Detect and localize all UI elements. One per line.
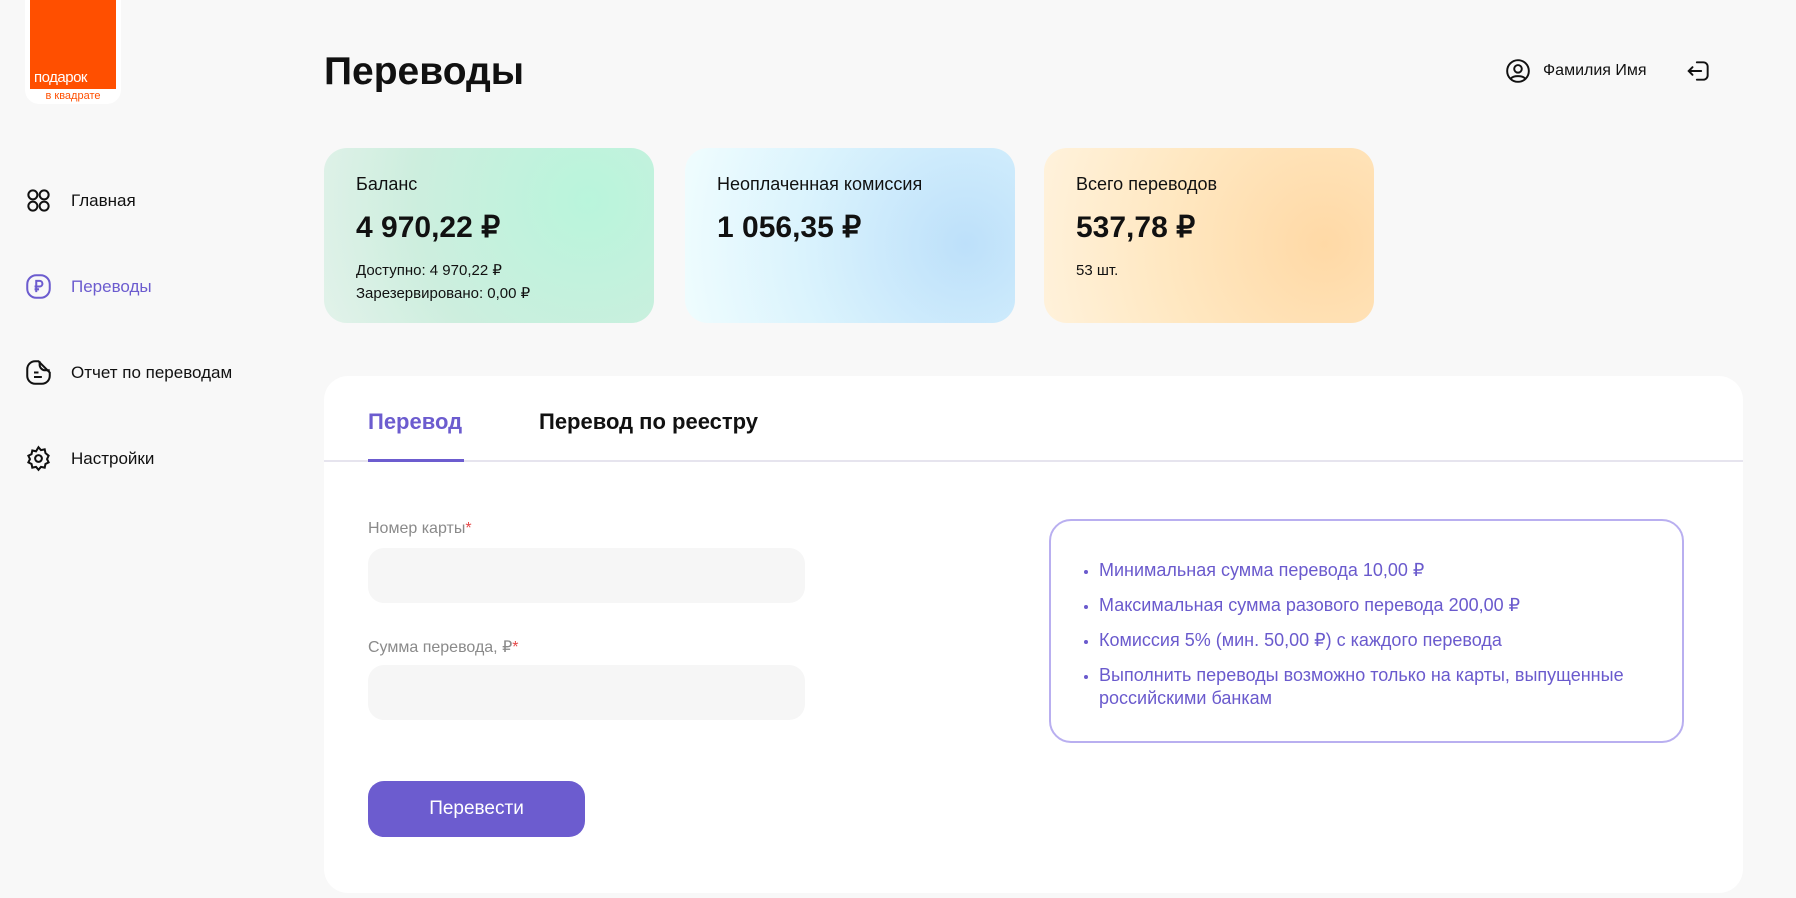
- commission-card: Неоплаченная комиссия 1 056,35 ₽: [685, 148, 1015, 323]
- ruble-icon: [26, 274, 51, 299]
- sidebar-item-label: Переводы: [71, 276, 152, 296]
- card-label: Баланс: [356, 174, 418, 194]
- card-count: 53 шт.: [1076, 262, 1119, 279]
- card-value: 537,78 ₽: [1076, 211, 1196, 244]
- user-name: Фамилия Имя: [1543, 62, 1647, 79]
- required-mark: *: [512, 639, 519, 656]
- sidebar-item-home[interactable]: Главная: [25, 187, 136, 214]
- user-profile[interactable]: Фамилия Имя: [1505, 58, 1647, 84]
- sidebar-item-report[interactable]: Отчет по переводам: [25, 359, 232, 386]
- grid-circles-icon: [27, 189, 50, 212]
- tab-transfer[interactable]: Перевод: [368, 409, 463, 434]
- sidebar-item-label: Главная: [71, 190, 136, 210]
- info-box: Минимальная сумма перевода 10,00 ₽ Макси…: [1049, 519, 1684, 743]
- document-icon: [26, 360, 51, 385]
- page-title: Переводы: [324, 50, 525, 93]
- card-number-label: Номер карты*: [368, 520, 472, 538]
- card-label: Всего переводов: [1076, 174, 1218, 194]
- info-item: Выполнить переводы возможно только на ка…: [1099, 664, 1652, 710]
- total-transfers-card: Всего переводов 537,78 ₽ 53 шт.: [1044, 148, 1374, 323]
- card-reserved: Зарезервировано: 0,00 ₽: [356, 285, 531, 302]
- card-value: 1 056,35 ₽: [717, 211, 862, 244]
- sidebar-item-label: Настройки: [71, 448, 155, 468]
- logout-icon[interactable]: [1686, 58, 1712, 84]
- required-mark: *: [465, 520, 472, 537]
- sidebar-item-label: Отчет по переводам: [71, 362, 233, 382]
- info-item: Комиссия 5% (мин. 50,00 ₽) с каждого пер…: [1099, 629, 1652, 652]
- logo-subtext: в квадрате: [45, 90, 101, 102]
- transfer-button[interactable]: Перевести: [368, 781, 585, 837]
- sidebar-item-transfers[interactable]: Переводы: [25, 273, 152, 300]
- logo[interactable]: подарок в квадрате: [25, 0, 121, 104]
- logo-text: подарок: [34, 69, 87, 86]
- card-number-input[interactable]: [368, 548, 805, 603]
- amount-input[interactable]: [368, 665, 805, 720]
- amount-label: Сумма перевода, ₽*: [368, 637, 518, 657]
- tab-registry-transfer[interactable]: Перевод по реестру: [539, 409, 759, 434]
- label-text: Сумма перевода, ₽: [368, 639, 513, 656]
- info-item: Максимальная сумма разового перевода 200…: [1099, 594, 1652, 617]
- info-item: Минимальная сумма перевода 10,00 ₽: [1099, 559, 1652, 582]
- card-value: 4 970,22 ₽: [356, 211, 501, 244]
- gear-icon: [27, 445, 50, 472]
- user-icon: [1506, 59, 1530, 83]
- card-available: Доступно: 4 970,22 ₽: [356, 262, 502, 279]
- active-tab-indicator: [368, 459, 464, 462]
- label-text: Номер карты: [368, 520, 466, 537]
- card-label: Неоплаченная комиссия: [717, 174, 923, 194]
- tabs-divider: [324, 460, 1743, 462]
- balance-card: Баланс 4 970,22 ₽ Доступно: 4 970,22 ₽ З…: [324, 148, 654, 323]
- sidebar-item-settings[interactable]: Настройки: [25, 445, 154, 472]
